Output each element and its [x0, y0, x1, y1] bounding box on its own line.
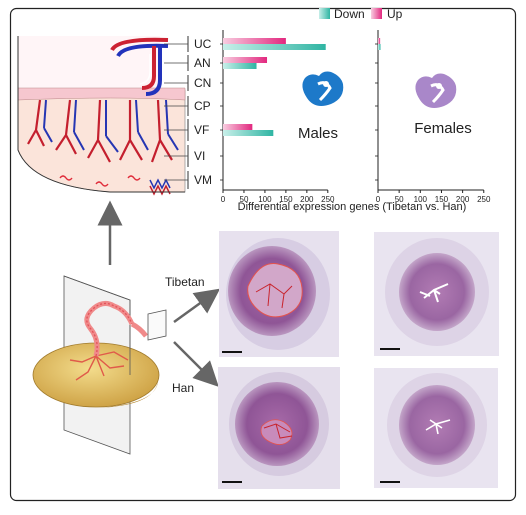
- x-tick-label: 250: [477, 195, 491, 204]
- micrograph-tibetan-female: [374, 232, 499, 356]
- region-label-cp: CP: [194, 99, 211, 113]
- region-label-vi: VI: [194, 149, 205, 163]
- region-label-uc: UC: [194, 37, 212, 51]
- placenta-section-illustration: [17, 36, 186, 196]
- micrograph-tibetan-male: [219, 231, 339, 357]
- chart-females: 0 50 100 150 200 250: [375, 30, 491, 204]
- legend: Down Up: [319, 7, 403, 21]
- tibetan-label: Tibetan: [165, 275, 205, 289]
- legend-up-label: Up: [387, 7, 403, 21]
- region-label-an: AN: [194, 56, 211, 70]
- bar-up-uc: [223, 38, 286, 44]
- female-icon: [415, 73, 457, 108]
- x-tick-label: 200: [456, 195, 470, 204]
- females-panel-label: Females: [414, 120, 472, 137]
- bar-down-vf: [223, 130, 274, 136]
- han-label: Han: [172, 381, 194, 395]
- micrograph-han-male: [218, 367, 340, 489]
- bar-up-uc: [378, 38, 381, 44]
- x-tick-label: 0: [221, 195, 226, 204]
- x-tick-label: 200: [300, 195, 314, 204]
- x-tick-label: 100: [414, 195, 428, 204]
- region-label-vf: VF: [194, 123, 209, 137]
- x-tick-label: 250: [321, 195, 335, 204]
- x-tick-label: 150: [435, 195, 449, 204]
- legend-down-label: Down: [334, 7, 365, 21]
- placenta-disc-illustration: [32, 275, 221, 455]
- x-tick-label: 50: [240, 195, 249, 204]
- bar-up-vf: [223, 124, 253, 130]
- x-axis-label: Differential expression genes (Tibetan v…: [238, 201, 467, 213]
- bar-down-uc: [223, 44, 326, 50]
- legend-down-swatch: [319, 8, 330, 19]
- region-label-cn: CN: [194, 76, 211, 90]
- legend-up-swatch: [371, 8, 382, 19]
- arrow-han: [173, 341, 219, 387]
- figure-frame: [9, 7, 517, 502]
- x-tick-label: 150: [279, 195, 293, 204]
- chart-males: 0 50 100 150 200 250: [220, 30, 335, 204]
- male-icon: [302, 71, 344, 106]
- males-panel-label: Males: [298, 125, 338, 142]
- x-tick-label: 100: [258, 195, 272, 204]
- x-tick-label: 50: [395, 195, 404, 204]
- bar-down-an: [223, 63, 257, 69]
- region-labels: UC AN CN CP VF VI VM: [164, 36, 212, 189]
- x-tick-label: 0: [376, 195, 381, 204]
- micrograph-han-female: [374, 368, 498, 488]
- region-label-vm: VM: [194, 173, 212, 187]
- bar-down-uc: [378, 44, 381, 50]
- bar-up-an: [223, 57, 268, 63]
- arrow-tibetan: [173, 288, 221, 324]
